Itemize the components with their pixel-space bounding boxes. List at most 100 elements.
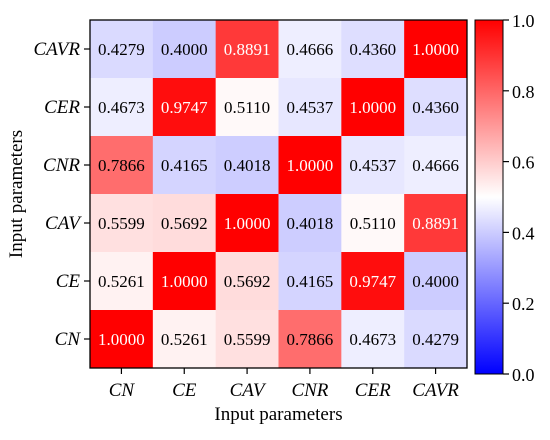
cell-value-label: 0.4000 <box>412 272 459 291</box>
colorbar-tick-label: 0.6 <box>512 153 535 173</box>
cell-value-label: 0.5599 <box>224 330 271 349</box>
y-tick-label: CAVR <box>33 39 80 60</box>
heatmap-cell <box>152 310 217 369</box>
heatmap-cell <box>215 136 279 195</box>
heatmap-cell <box>404 136 468 195</box>
cell-value-label: 0.5110 <box>350 214 396 233</box>
cell-value-label: 0.5599 <box>98 214 145 233</box>
x-tick-label: CE <box>172 380 197 401</box>
heatmap-cells <box>90 20 468 369</box>
cell-value-label: 1.0000 <box>224 214 271 233</box>
colorbar-tick-label: 1.0 <box>512 11 535 31</box>
cell-value-label: 0.4000 <box>161 40 208 59</box>
heatmap-cell <box>278 310 342 369</box>
heatmap-cell <box>90 252 154 311</box>
cell-value-label: 0.4018 <box>287 214 334 233</box>
heatmap-cell <box>215 20 279 79</box>
y-tick-label: CAV <box>45 213 82 234</box>
cell-value-label: 1.0000 <box>98 330 145 349</box>
heatmap-cell <box>152 78 217 137</box>
heatmap-cell <box>404 310 468 369</box>
cell-value-label: 0.4279 <box>98 40 145 59</box>
x-tick-label: CER <box>355 380 391 401</box>
x-axis-label: Input parameters <box>214 404 342 425</box>
heatmap-cell <box>404 78 468 137</box>
heatmap-cell <box>90 136 154 195</box>
heatmap-cell <box>215 194 279 253</box>
heatmap-cell <box>90 78 154 137</box>
heatmap-cell <box>341 310 405 369</box>
cell-value-label: 0.9747 <box>161 98 208 117</box>
cell-value-label: 0.8891 <box>412 214 459 233</box>
colorbar-tick-label: 0.2 <box>512 294 535 314</box>
cell-value-label: 0.7866 <box>287 330 334 349</box>
x-tick-label: CAV <box>230 380 267 401</box>
heatmap-cell <box>90 20 154 79</box>
heatmap-cell <box>341 194 405 253</box>
heatmap-cell <box>215 78 279 137</box>
cell-value-label: 0.4360 <box>412 98 459 117</box>
heatmap-cell <box>215 252 279 311</box>
cell-value-label: 0.5261 <box>98 272 145 291</box>
y-axis-label: Input parameters <box>6 130 27 258</box>
heatmap-cell <box>278 194 342 253</box>
y-tick-label: CNR <box>43 155 80 176</box>
cell-value-label: 0.4666 <box>287 40 334 59</box>
cell-value-label: 0.7866 <box>98 156 145 175</box>
colorbar-tick-label: 0.0 <box>512 365 535 385</box>
cell-value-label: 0.4537 <box>287 98 334 117</box>
cell-value-label: 0.5692 <box>161 214 208 233</box>
y-tick-label: CER <box>44 97 80 118</box>
heatmap-cell <box>152 136 217 195</box>
heatmap-cell <box>152 20 217 79</box>
cell-value-label: 1.0000 <box>349 98 396 117</box>
heatmap-cell <box>278 136 342 195</box>
cell-value-label: 1.0000 <box>412 40 459 59</box>
cell-value-label: 0.8891 <box>224 40 271 59</box>
heatmap-cell <box>90 310 154 369</box>
plot-frame <box>89 19 468 369</box>
colorbar-ticks: 0.0 0.2 0.4 0.6 0.8 1.0 <box>503 11 535 385</box>
heatmap-cell <box>278 252 342 311</box>
cell-value-label: 0.4018 <box>224 156 271 175</box>
heatmap-cell <box>341 136 405 195</box>
heatmap-cell <box>152 194 217 253</box>
colorbar-tick-label: 0.4 <box>512 223 535 243</box>
cell-value-label: 0.4537 <box>349 156 396 175</box>
cell-value-label: 1.0000 <box>161 272 208 291</box>
heatmap-cell <box>341 78 405 137</box>
cell-value-label: 0.4673 <box>98 98 145 117</box>
y-tick-label: CE <box>56 271 81 292</box>
cell-value-label: 0.4279 <box>412 330 459 349</box>
cell-value-label: 0.4165 <box>161 156 208 175</box>
heatmap-cell <box>278 78 342 137</box>
cell-value-label: 0.4673 <box>349 330 396 349</box>
cell-value-label: 0.4165 <box>287 272 334 291</box>
heatmap-cell <box>215 310 279 369</box>
heatmap-cell <box>404 194 468 253</box>
heatmap-cell <box>278 20 342 79</box>
x-tick-label: CNR <box>291 380 328 401</box>
x-tick-label: CAVR <box>412 380 459 401</box>
cell-value-label: 0.5692 <box>224 272 271 291</box>
heatmap-cell <box>90 194 154 253</box>
y-axis-ticks: CAVR CER CNR CAV CE CN <box>33 39 90 350</box>
cell-value-labels: 0.4279 0.4000 0.8891 0.4666 0.4360 1.0000 0.46… <box>98 40 459 349</box>
heatmap-cell <box>152 252 217 311</box>
cell-value-label: 0.5110 <box>224 98 270 117</box>
x-axis-ticks: CN CE CAV CNR CER CAVR <box>109 368 459 401</box>
heatmap-cell <box>341 252 405 311</box>
heatmap-cell <box>404 252 468 311</box>
heatmap-cell <box>341 20 405 79</box>
cell-value-label: 0.4360 <box>349 40 396 59</box>
x-tick-label: CN <box>109 380 136 401</box>
colorbar-tick-label: 0.8 <box>512 82 535 102</box>
cell-value-label: 0.5261 <box>161 330 208 349</box>
heatmap-cell <box>404 20 468 79</box>
cell-value-label: 0.4666 <box>412 156 459 175</box>
cell-value-label: 0.9747 <box>349 272 396 291</box>
y-tick-label: CN <box>55 329 82 350</box>
cell-value-label: 1.0000 <box>287 156 334 175</box>
